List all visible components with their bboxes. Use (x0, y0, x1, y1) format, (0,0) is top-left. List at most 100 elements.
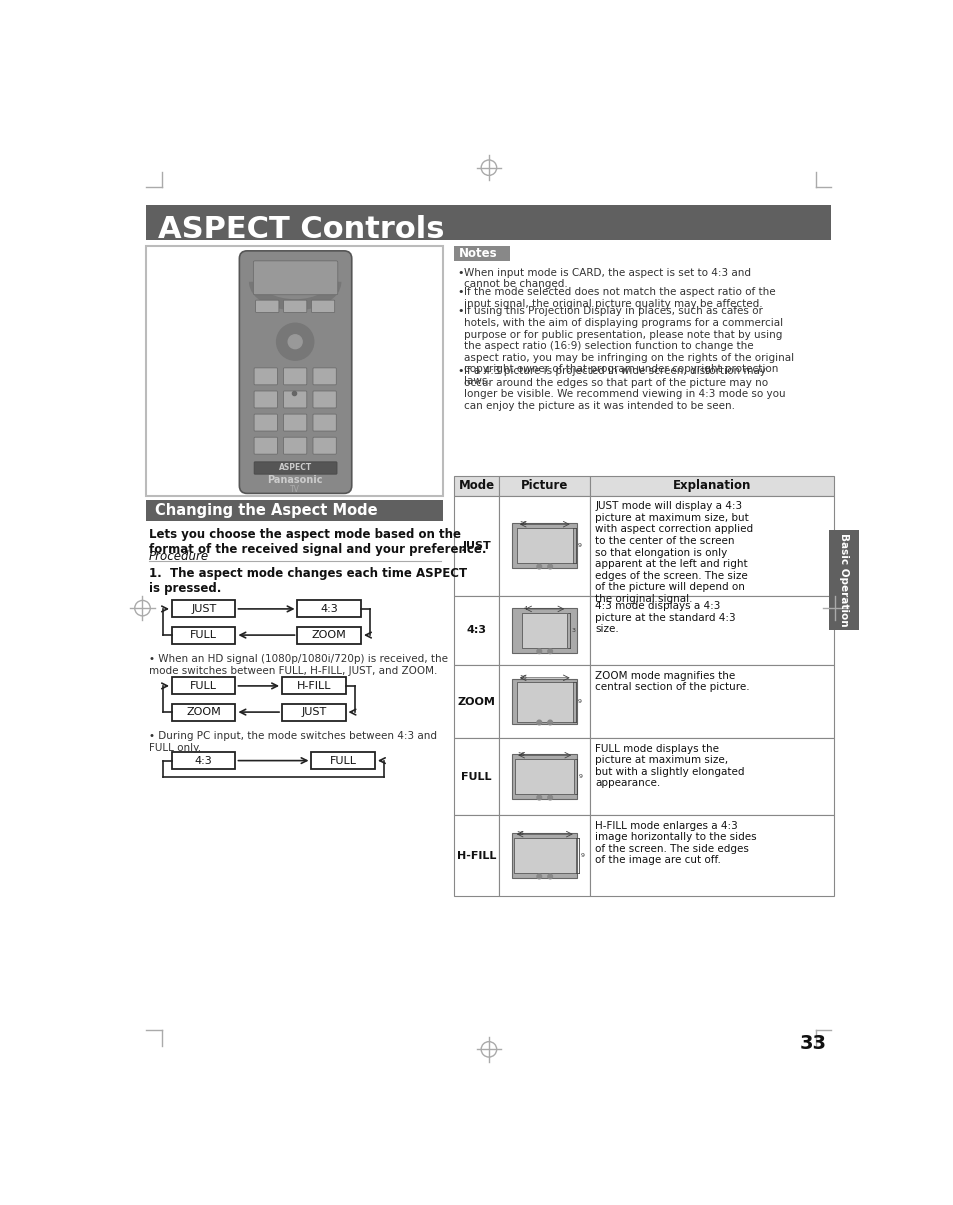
FancyBboxPatch shape (283, 368, 307, 384)
FancyBboxPatch shape (297, 627, 360, 643)
FancyBboxPatch shape (311, 300, 335, 312)
FancyBboxPatch shape (253, 260, 337, 295)
FancyBboxPatch shape (498, 595, 590, 665)
FancyBboxPatch shape (146, 205, 831, 240)
Text: 4:3: 4:3 (320, 604, 337, 613)
Text: ZOOM: ZOOM (312, 630, 346, 640)
Text: 9: 9 (578, 775, 582, 780)
Circle shape (547, 649, 552, 653)
FancyBboxPatch shape (283, 415, 307, 431)
FancyBboxPatch shape (498, 495, 590, 595)
FancyBboxPatch shape (498, 816, 590, 897)
Text: Changing the Aspect Mode: Changing the Aspect Mode (154, 504, 377, 518)
FancyBboxPatch shape (512, 523, 577, 568)
FancyBboxPatch shape (454, 495, 498, 595)
Text: •: • (456, 306, 463, 316)
FancyBboxPatch shape (590, 665, 833, 739)
FancyBboxPatch shape (590, 739, 833, 816)
Text: 33: 33 (799, 1034, 825, 1053)
FancyBboxPatch shape (515, 759, 574, 794)
FancyBboxPatch shape (454, 665, 498, 739)
Text: ZOOM mode magnifies the
central section of the picture.: ZOOM mode magnifies the central section … (595, 670, 749, 692)
FancyBboxPatch shape (454, 476, 498, 495)
Circle shape (288, 335, 302, 348)
FancyBboxPatch shape (239, 251, 352, 493)
FancyBboxPatch shape (282, 677, 345, 694)
FancyBboxPatch shape (512, 754, 577, 799)
Text: FULL: FULL (461, 771, 491, 782)
Text: 9: 9 (577, 543, 580, 548)
FancyBboxPatch shape (454, 595, 498, 665)
Text: When input mode is CARD, the aspect is set to 4:3 and
cannot be changed.: When input mode is CARD, the aspect is s… (464, 268, 750, 289)
Text: •: • (456, 268, 463, 278)
Text: JUST: JUST (191, 604, 216, 613)
Text: Basic Operation: Basic Operation (838, 533, 848, 627)
FancyBboxPatch shape (828, 530, 858, 630)
FancyBboxPatch shape (313, 368, 335, 384)
FancyBboxPatch shape (313, 437, 335, 454)
Text: Mode: Mode (458, 480, 494, 492)
FancyBboxPatch shape (255, 300, 278, 312)
Text: TV: TV (290, 486, 300, 494)
FancyBboxPatch shape (253, 415, 277, 431)
FancyBboxPatch shape (146, 246, 443, 496)
Text: FULL mode displays the
picture at maximum size,
but with a slightly elongated
ap: FULL mode displays the picture at maximu… (595, 743, 744, 788)
FancyBboxPatch shape (253, 462, 336, 474)
Text: FULL: FULL (190, 681, 217, 690)
FancyBboxPatch shape (313, 415, 335, 431)
FancyBboxPatch shape (454, 816, 498, 897)
Text: H-FILL mode enlarges a 4:3
image horizontally to the sides
of the screen. The si: H-FILL mode enlarges a 4:3 image horizon… (595, 821, 756, 865)
Circle shape (537, 795, 541, 800)
Circle shape (547, 721, 552, 724)
Text: If using this Projection Display in places, such as cafes or
hotels, with the ai: If using this Projection Display in plac… (464, 306, 794, 386)
FancyBboxPatch shape (590, 476, 833, 495)
Text: ZOOM: ZOOM (457, 696, 495, 706)
Circle shape (276, 323, 314, 360)
FancyBboxPatch shape (454, 739, 498, 816)
Text: •: • (456, 366, 463, 376)
Text: If a 4:3 picture is projected in wide screen, distortion may
occur around the ed: If a 4:3 picture is projected in wide sc… (464, 366, 785, 411)
FancyBboxPatch shape (498, 665, 590, 739)
Text: 16: 16 (518, 521, 526, 525)
Text: 4:3: 4:3 (194, 756, 213, 765)
FancyBboxPatch shape (253, 368, 277, 384)
Circle shape (547, 795, 552, 800)
FancyBboxPatch shape (521, 613, 567, 648)
Text: Procedure: Procedure (149, 549, 209, 563)
Text: 4: 4 (523, 606, 527, 611)
Text: If the mode selected does not match the aspect ratio of the
input signal, the or: If the mode selected does not match the … (464, 287, 775, 308)
Text: 4:3 mode displays a 4:3
picture at the standard 4:3
size.: 4:3 mode displays a 4:3 picture at the s… (595, 601, 735, 634)
FancyBboxPatch shape (172, 600, 235, 617)
FancyBboxPatch shape (146, 500, 443, 521)
FancyBboxPatch shape (517, 528, 572, 564)
Text: FULL: FULL (330, 756, 356, 765)
FancyBboxPatch shape (513, 837, 575, 874)
Circle shape (537, 874, 541, 878)
Text: JUST: JUST (301, 707, 326, 717)
Text: 9: 9 (579, 853, 584, 858)
Text: 16: 16 (518, 675, 526, 680)
Circle shape (547, 564, 552, 569)
Circle shape (537, 649, 541, 653)
Text: ZOOM: ZOOM (186, 707, 221, 717)
FancyBboxPatch shape (172, 627, 235, 643)
FancyBboxPatch shape (313, 390, 335, 408)
FancyBboxPatch shape (282, 704, 345, 721)
FancyBboxPatch shape (590, 595, 833, 665)
Text: 4:3: 4:3 (466, 625, 486, 635)
Text: •: • (456, 287, 463, 298)
FancyBboxPatch shape (297, 600, 360, 617)
FancyBboxPatch shape (454, 246, 509, 260)
Text: H-FILL: H-FILL (296, 681, 331, 690)
Text: JUST mode will display a 4:3
picture at maximum size, but
with aspect correction: JUST mode will display a 4:3 picture at … (595, 501, 753, 604)
FancyBboxPatch shape (311, 752, 375, 769)
Text: Notes: Notes (458, 247, 497, 260)
FancyBboxPatch shape (283, 390, 307, 408)
Text: 9: 9 (577, 699, 580, 704)
Text: ASPECT: ASPECT (278, 464, 312, 472)
Circle shape (547, 874, 552, 878)
Text: 16: 16 (516, 831, 523, 836)
Text: Explanation: Explanation (672, 480, 751, 492)
Text: JUST: JUST (461, 541, 491, 551)
FancyBboxPatch shape (283, 300, 307, 312)
